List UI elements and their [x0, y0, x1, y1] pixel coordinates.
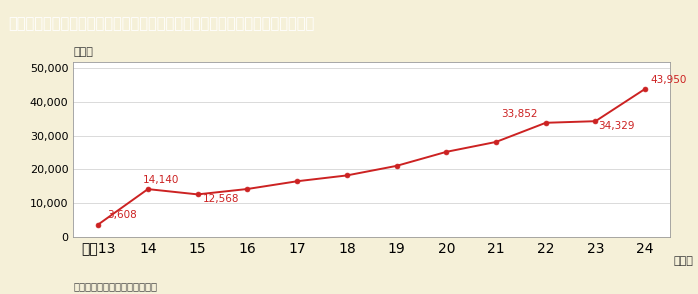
Text: （備考）警察庁資料より作成。: （備考）警察庁資料より作成。 — [73, 281, 157, 291]
Text: 33,852: 33,852 — [501, 109, 537, 119]
Text: 12,568: 12,568 — [202, 194, 239, 204]
Text: 3,608: 3,608 — [107, 211, 137, 220]
Text: 43,950: 43,950 — [650, 75, 687, 85]
Text: 14,140: 14,140 — [143, 175, 179, 185]
Text: 第１－５－７図　警察に寄せられた配偶者からの暴力に関する相談等対応件数: 第１－５－７図 警察に寄せられた配偶者からの暴力に関する相談等対応件数 — [8, 16, 315, 31]
Text: （件）: （件） — [73, 47, 93, 57]
Text: 34,329: 34,329 — [598, 121, 634, 131]
Text: （年）: （年） — [674, 256, 693, 266]
